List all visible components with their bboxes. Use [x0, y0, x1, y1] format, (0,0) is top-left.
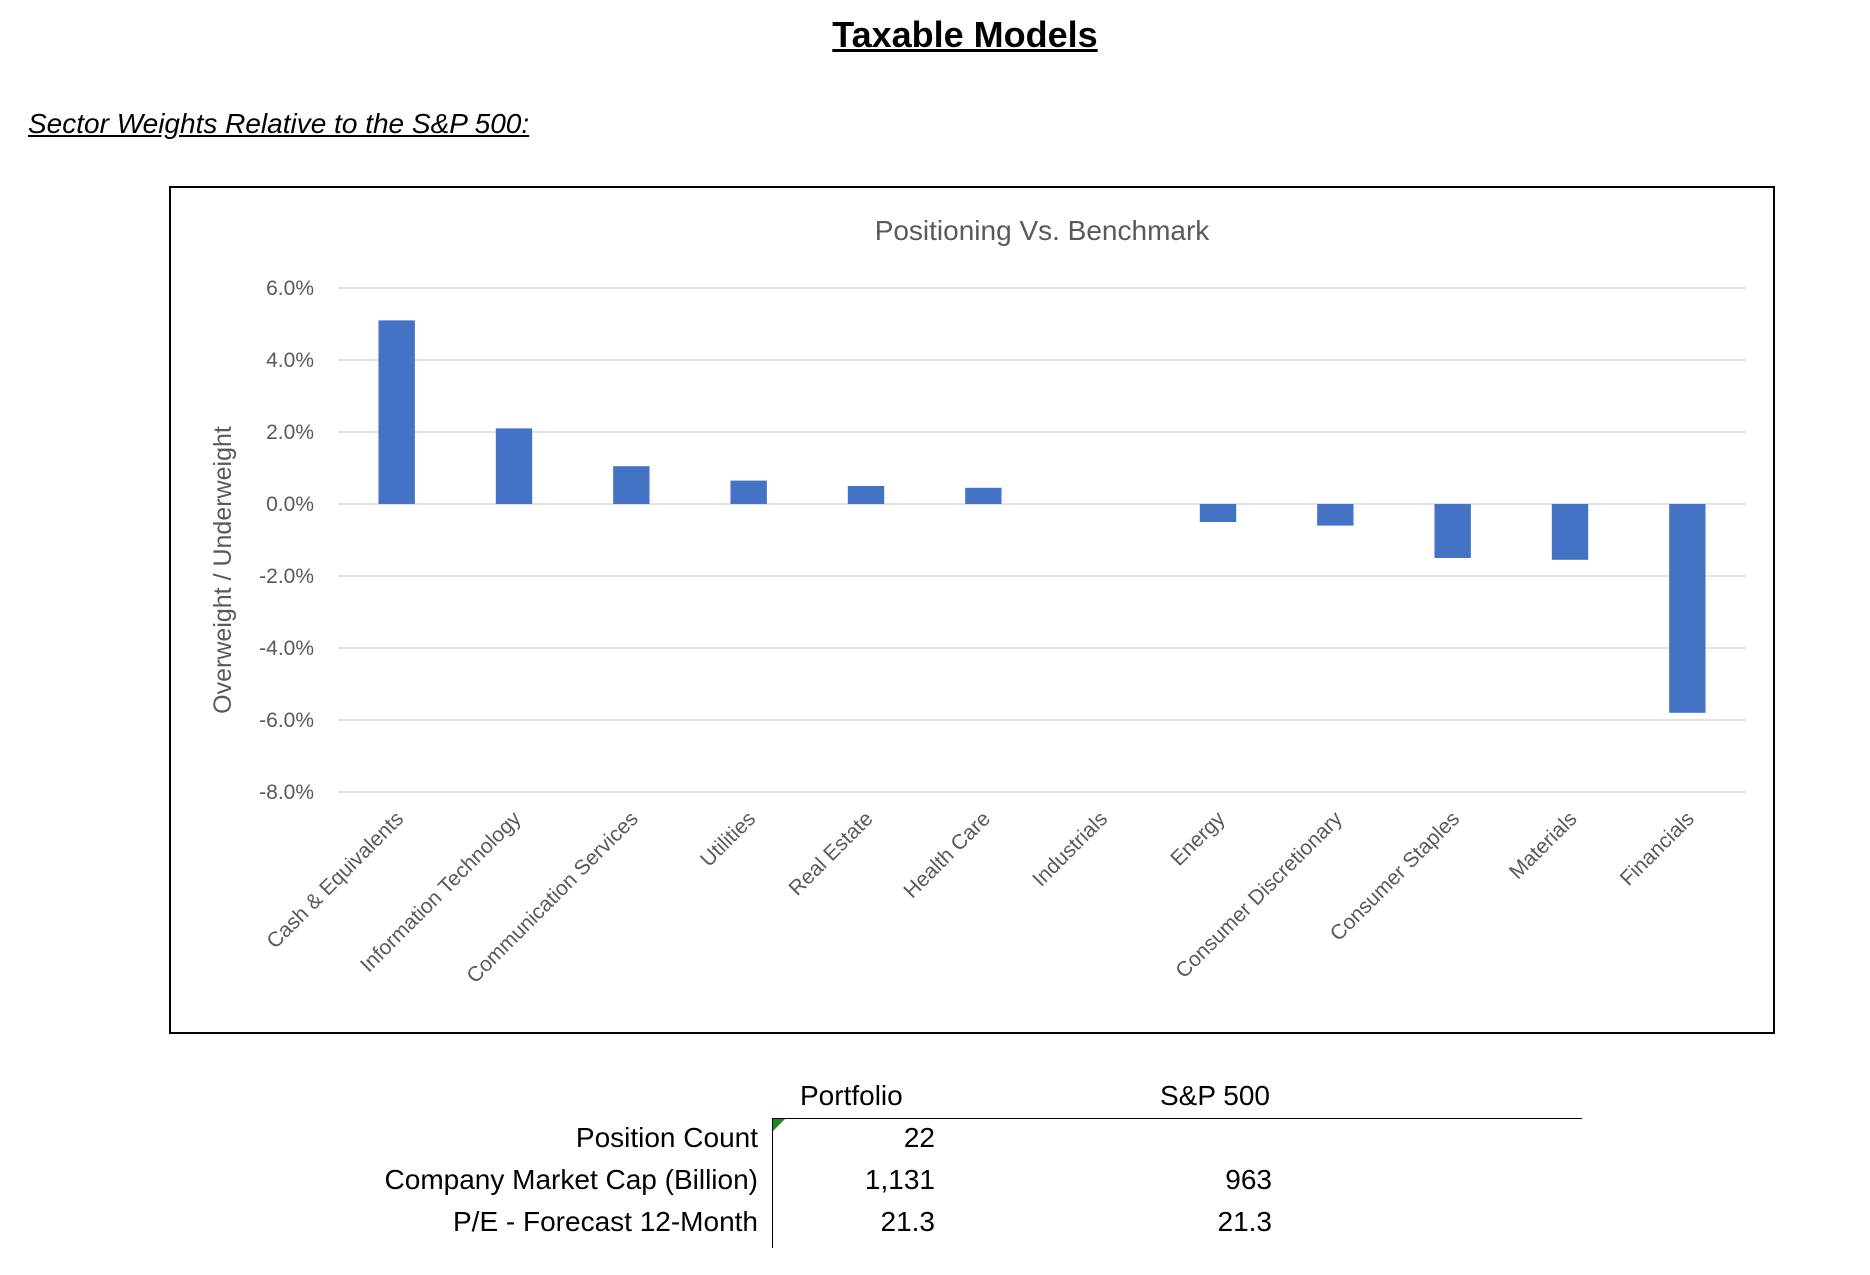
row-label: Position Count	[575, 1122, 758, 1153]
row-sp500-value: 963	[1225, 1164, 1272, 1195]
page-subtitle: Sector Weights Relative to the S&P 500:	[28, 108, 530, 139]
cell-note-marker-icon	[773, 1119, 785, 1131]
x-tick-label: Industrials	[1028, 807, 1112, 891]
y-tick-label: -2.0%	[259, 565, 314, 588]
row-label: P/E - Forecast 12-Month	[452, 1206, 758, 1237]
y-tick-label: 4.0%	[266, 349, 314, 372]
chart-container: Positioning Vs. Benchmark 6.0% 4.0% 2.0% 0.0…	[169, 186, 1775, 1034]
bar	[1669, 504, 1706, 713]
bar	[1551, 504, 1589, 560]
y-axis-label: Overweight / Underweight	[209, 426, 237, 714]
x-tick-label: Energy	[1166, 807, 1230, 871]
row-portfolio-value: 22	[903, 1122, 935, 1153]
x-tick-label: Health Care	[899, 807, 995, 903]
row-portfolio-value: 1,131	[864, 1164, 935, 1195]
bar	[1434, 504, 1471, 558]
bar	[613, 466, 650, 504]
y-tick-label: 6.0%	[266, 277, 314, 300]
chart-title: Positioning Vs. Benchmark	[875, 215, 1211, 246]
bar	[378, 320, 415, 504]
y-tick-label: 0.0%	[266, 493, 314, 516]
bar	[847, 486, 885, 504]
header-portfolio: Portfolio	[800, 1080, 903, 1111]
header-sp500: S&P 500	[1159, 1080, 1270, 1111]
y-tick-label: -8.0%	[259, 781, 314, 804]
x-tick-label: Materials	[1505, 807, 1582, 884]
y-tick-label: 2.0%	[266, 421, 314, 444]
bar	[1199, 504, 1237, 522]
bar	[1317, 504, 1354, 526]
row-sp500-value: 21.3	[1217, 1206, 1273, 1237]
header-divider	[772, 1118, 1582, 1119]
bar	[495, 428, 533, 504]
row-portfolio-value: 21.3	[880, 1206, 936, 1237]
bar	[965, 487, 1002, 504]
row-label: Company Market Cap (Billion)	[384, 1164, 758, 1195]
bar	[730, 480, 767, 504]
page-title: Taxable Models	[832, 14, 1098, 55]
y-tick-label: -6.0%	[259, 709, 314, 732]
y-tick-label: -4.0%	[259, 637, 314, 660]
x-tick-label: Real Estate	[785, 807, 878, 900]
x-tick-label: Utilities	[696, 807, 760, 871]
column-divider	[772, 1118, 773, 1248]
bar-chart: Positioning Vs. Benchmark 6.0% 4.0% 2.0% 0.0…	[209, 215, 1746, 988]
x-tick-label: Consumer Staples	[1326, 807, 1464, 945]
x-tick-label: Financials	[1616, 807, 1699, 890]
